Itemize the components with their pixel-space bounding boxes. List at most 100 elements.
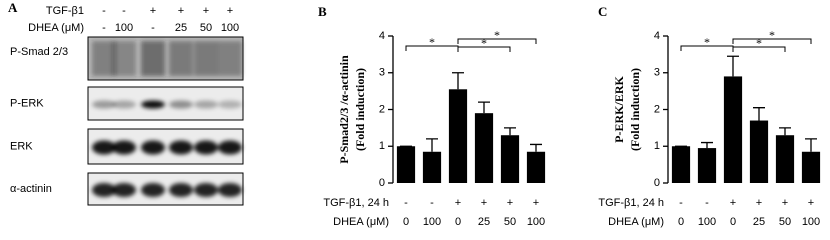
x-tick-label: + (481, 197, 487, 209)
x-tick-label: + (808, 197, 814, 209)
band (141, 100, 165, 109)
lane-label: - (151, 22, 155, 34)
blot-row-label: P-Smad 2/3 (10, 46, 68, 58)
x-tick-label: 25 (478, 216, 490, 228)
error-bar (530, 143, 542, 152)
significance-bracket (457, 46, 511, 52)
y-tick-label: 4 (654, 30, 660, 42)
error-bar (753, 107, 765, 121)
band (218, 100, 242, 109)
y-axis-label: (Fold induction) (353, 68, 367, 151)
band (218, 140, 242, 155)
error-bar (805, 138, 817, 152)
blot-row-label: P-ERK (10, 97, 44, 109)
y-tick-label: 0 (654, 177, 660, 189)
lane-label: - (102, 5, 106, 17)
y-tick-label: 2 (654, 103, 660, 115)
x-tick-label: + (507, 197, 513, 209)
error-bar (452, 72, 464, 90)
band (92, 140, 116, 155)
lane-label: + (150, 5, 156, 17)
x-tick-label: + (782, 197, 788, 209)
blot-bands (92, 41, 242, 76)
error-bar (701, 141, 713, 149)
x-tick-label: + (533, 197, 539, 209)
band (194, 41, 218, 76)
band (169, 100, 193, 109)
blot-row-label: ERK (10, 140, 33, 152)
blot-row-label: α-actinin (10, 183, 52, 195)
band (194, 140, 218, 155)
blot-header-label: DHEA (μM) (28, 22, 84, 34)
x-tick-label: - (404, 197, 408, 209)
lane-label: + (203, 5, 209, 17)
lane-label: + (227, 5, 233, 17)
panel-label: B (318, 4, 327, 19)
x-row-label: DHEA (μM) (333, 216, 389, 228)
blot-bands (92, 100, 242, 109)
band (112, 100, 136, 109)
bar (775, 135, 795, 183)
x-tick-label: + (455, 197, 461, 209)
bar (396, 146, 416, 183)
bar (500, 135, 520, 183)
significance-label: * (481, 36, 487, 50)
x-tick-label: 0 (403, 216, 409, 228)
significance-label: * (429, 35, 435, 49)
bar (526, 151, 546, 183)
band (218, 183, 242, 197)
bar (749, 120, 769, 183)
band (218, 41, 242, 76)
band (141, 41, 165, 76)
bar (697, 148, 717, 183)
blot-header-label: TGF-β1 (46, 5, 84, 17)
significance-bracket (732, 38, 812, 44)
blot-bands (92, 183, 242, 197)
significance-label: * (704, 35, 710, 49)
error-bar (779, 127, 791, 136)
error-bar (504, 127, 516, 136)
lane-label: 100 (221, 22, 239, 34)
x-row-label: TGF-β1, 24 h (598, 197, 664, 209)
x-tick-label: 50 (779, 216, 791, 228)
significance-label: * (756, 36, 762, 50)
x-tick-label: + (756, 197, 762, 209)
band (92, 100, 116, 109)
band (169, 140, 193, 155)
x-tick-label: - (705, 197, 709, 209)
x-tick-label: 25 (753, 216, 765, 228)
lane-label: + (178, 5, 184, 17)
bar (671, 146, 691, 183)
y-axis-label: P-ERK/ERK (612, 76, 626, 143)
error-bar (478, 101, 490, 114)
band (112, 41, 136, 76)
band (92, 183, 116, 197)
significance-label: * (494, 28, 500, 42)
x-tick-label: 100 (802, 216, 820, 228)
x-tick-label: 100 (423, 216, 441, 228)
x-tick-label: 0 (455, 216, 461, 228)
bar (723, 76, 743, 183)
band (169, 183, 193, 197)
band (141, 140, 165, 155)
x-tick-label: 0 (730, 216, 736, 228)
x-tick-label: 100 (698, 216, 716, 228)
y-tick-label: 3 (654, 67, 660, 79)
y-tick-label: 1 (654, 140, 660, 152)
panel-label: A (8, 0, 18, 15)
significance-bracket (732, 46, 786, 52)
x-row-label: DHEA (μM) (608, 216, 664, 228)
significance-bracket (457, 38, 537, 44)
bar (801, 151, 821, 183)
y-tick-label: 1 (379, 140, 385, 152)
bar (448, 89, 468, 183)
lane-label: 100 (115, 22, 133, 34)
lane-label: - (122, 5, 126, 17)
band (194, 100, 218, 109)
x-row-label: TGF-β1, 24 h (323, 197, 389, 209)
y-tick-label: 2 (379, 103, 385, 115)
x-tick-label: - (430, 197, 434, 209)
lane-label: 50 (200, 22, 212, 34)
y-tick-label: 4 (379, 30, 385, 42)
